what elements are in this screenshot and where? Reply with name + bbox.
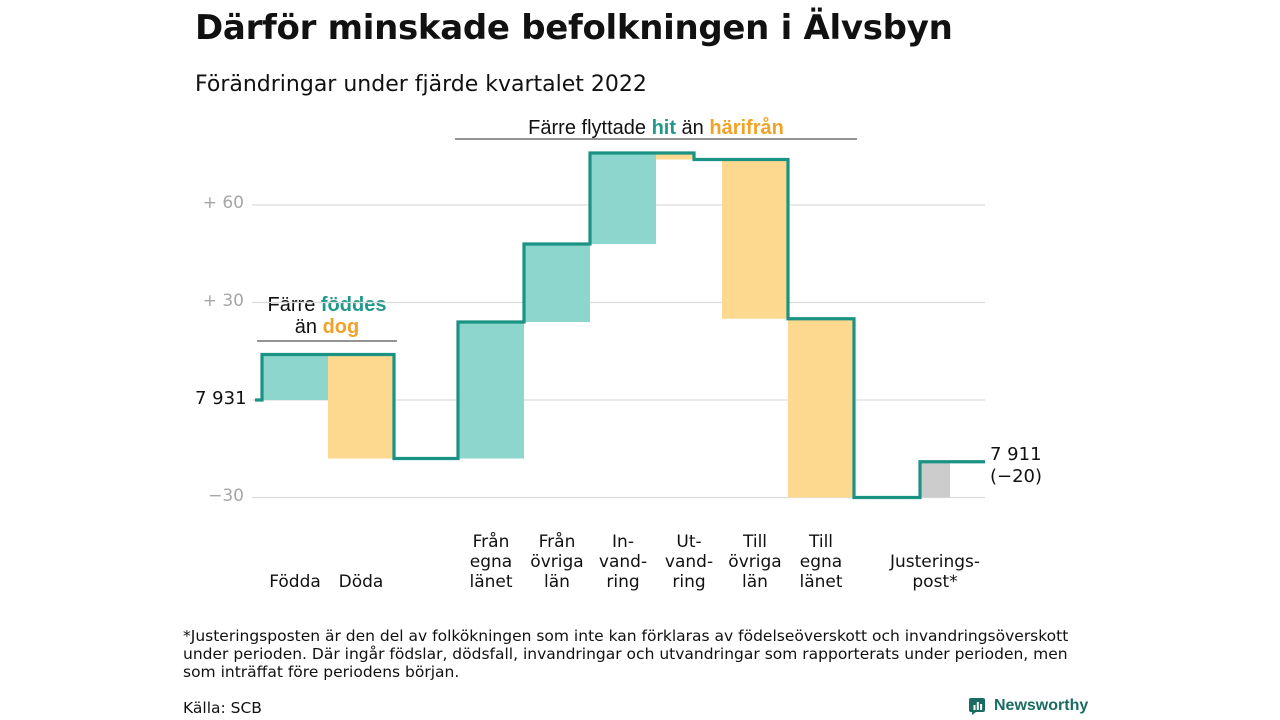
category-label: Justerings-post* <box>885 552 985 592</box>
bar-layer <box>262 153 950 498</box>
group-label-migration-pre: Färre flyttade <box>528 117 652 139</box>
category-label: In-vand-ring <box>573 532 673 592</box>
bar-adjustment <box>920 461 950 498</box>
category-label-line: ring <box>606 572 640 592</box>
category-label: Från egna länet <box>441 532 541 592</box>
y-tick-label: + 30 <box>202 290 244 311</box>
category-label-line: Ut- <box>676 532 702 552</box>
category-label-line: Födda <box>269 572 321 592</box>
group-label-births: Färre föddes än dog <box>257 294 397 338</box>
category-label-line: övriga <box>530 552 584 572</box>
category-label-line: vand- <box>664 552 714 572</box>
line-layer <box>255 151 985 500</box>
category-label-line: övriga <box>728 552 782 572</box>
group-label-migration-mid: än <box>676 117 710 139</box>
group-label-migration-harifran: härifrån <box>709 117 784 139</box>
category-label: Från övriga län <box>507 532 607 592</box>
bar-outflow <box>656 153 694 160</box>
brand-logo: Newsworthy <box>968 696 1088 716</box>
source: Källa: SCB <box>183 699 262 717</box>
group-label-births-hit: föddes <box>320 294 387 316</box>
category-label-line: post* <box>912 572 958 592</box>
category-label-line: vand- <box>598 552 648 572</box>
category-label-line: Från <box>538 532 576 552</box>
bar-inflow <box>458 322 524 459</box>
category-label-line: länet <box>469 572 513 592</box>
category-label-line: egna <box>799 552 843 572</box>
bar-outflow <box>328 354 394 459</box>
y-tick-label: + 60 <box>202 193 244 213</box>
bar-inflow <box>590 153 656 244</box>
category-label: Till övriga län <box>705 532 805 592</box>
end-value: 7 911 <box>990 444 1042 465</box>
start-value-label: 7 931 <box>195 388 247 409</box>
group-label-migration: Färre flyttade hit än härifrån <box>455 117 857 139</box>
bar-outflow <box>788 318 854 498</box>
category-label-line: Till <box>808 532 834 552</box>
end-change: (−20) <box>990 466 1043 487</box>
category-label-line: ring <box>672 572 706 592</box>
group-label-births-harifran: dog <box>322 316 360 338</box>
category-label-line: Justerings- <box>889 552 981 572</box>
bar-inflow <box>262 354 328 400</box>
end-value-label: 7 911 (−20) <box>990 444 1042 488</box>
group-label-births-pre: Färre <box>267 294 321 316</box>
category-label: Till egna länet <box>771 532 871 592</box>
category-label: Döda <box>311 572 411 592</box>
category-label-line: egna <box>469 552 513 572</box>
brand-name: Newsworthy <box>994 697 1089 714</box>
bar-inflow <box>524 244 590 322</box>
category-label-line: länet <box>799 572 843 592</box>
step-line <box>255 151 985 500</box>
newsworthy-logo-icon <box>969 698 985 715</box>
y-tick-label: −30 <box>208 485 244 506</box>
category-label: Födda <box>245 572 345 592</box>
group-label-migration-hit: hit <box>651 117 676 139</box>
bar-outflow <box>722 159 788 319</box>
group-label-births-line2-pre: än <box>294 316 323 338</box>
footnote: *Justeringsposten är den del av folkökni… <box>183 627 1069 681</box>
category-label-line: Till <box>742 532 768 552</box>
category-label-line: Döda <box>338 572 384 592</box>
category-label-line: In- <box>612 532 634 552</box>
category-label-line: län <box>544 572 570 592</box>
chart-title: Därför minskade befolkningen i Älvsbyn <box>195 8 953 48</box>
category-label-line: Från <box>472 532 510 552</box>
chart-subtitle: Förändringar under fjärde kvartalet 2022 <box>195 72 647 97</box>
category-label-line: län <box>742 572 768 592</box>
category-label: Ut-vand-ring <box>639 532 739 592</box>
